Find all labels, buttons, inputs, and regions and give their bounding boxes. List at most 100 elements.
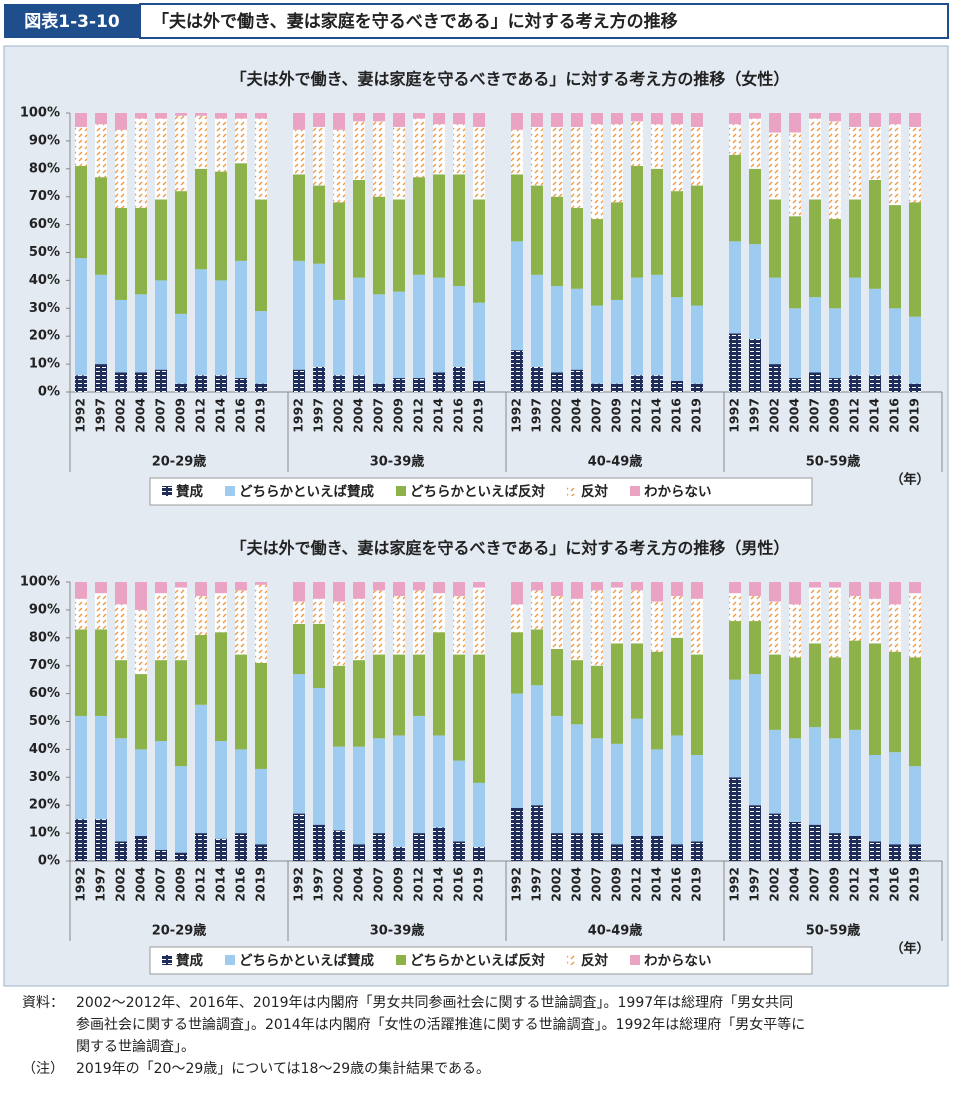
x-tick-label: 2019 [471, 867, 486, 902]
bar-segment [611, 202, 623, 300]
bar-segment [155, 593, 167, 661]
bar-segment [729, 124, 741, 155]
bar-segment [531, 590, 543, 630]
legend-swatch [630, 486, 640, 496]
bar-segment [571, 660, 583, 725]
bar-segment [651, 113, 663, 125]
bar-segment [353, 660, 365, 747]
group-label: 20-29歳 [152, 454, 207, 470]
bar-segment [393, 199, 405, 292]
bar-segment [135, 609, 147, 675]
y-tick-label: 80% [29, 630, 60, 645]
x-tick-label: 1997 [529, 867, 544, 902]
y-tick-label: 80% [29, 161, 60, 176]
x-tick-label: 2016 [451, 398, 466, 433]
bar-segment [235, 113, 247, 119]
legend-swatch [567, 955, 577, 965]
x-tick-label: 2016 [233, 867, 248, 902]
x-tick-label: 1997 [529, 398, 544, 433]
bar-segment [551, 595, 563, 649]
bar-segment [551, 833, 563, 861]
bar-segment [889, 844, 901, 861]
bar-segment [789, 113, 801, 133]
bar-segment [75, 629, 87, 716]
bar-segment [373, 654, 385, 739]
bar-segment [551, 113, 563, 127]
bar-segment [313, 623, 325, 689]
bar-segment [809, 372, 821, 392]
bar-segment [115, 372, 127, 392]
bar-segment [769, 601, 781, 655]
bar-segment [729, 582, 741, 594]
bar-segment [551, 285, 563, 373]
x-tick-label: 2014 [867, 398, 882, 433]
bar-segment [75, 166, 87, 259]
bar-segment [313, 824, 325, 861]
bar-segment [313, 113, 325, 127]
header-label-box [4, 4, 140, 38]
bar-segment [215, 118, 227, 172]
bar-segment [651, 601, 663, 652]
bar-segment [691, 841, 703, 861]
bar-segment [909, 844, 921, 861]
x-tick-label: 2012 [847, 398, 862, 433]
bar-segment [571, 833, 583, 861]
bar-segment [729, 777, 741, 861]
y-tick-label: 70% [29, 189, 60, 204]
x-tick-label: 1992 [73, 398, 88, 433]
bar-segment [849, 640, 861, 730]
bar-segment [95, 819, 107, 861]
bar-segment [175, 587, 187, 661]
bar-segment [789, 378, 801, 392]
bar-segment [531, 582, 543, 591]
bar-segment [729, 593, 741, 622]
bar-segment [155, 741, 167, 850]
bar-segment [393, 126, 405, 200]
x-tick-label: 2009 [391, 867, 406, 902]
bar-segment [135, 582, 147, 610]
legend-swatch [396, 486, 406, 496]
legend-label: どちらかといえば賛成 [239, 952, 374, 969]
bar-segment [531, 366, 543, 392]
x-tick-label: 2014 [213, 867, 228, 902]
x-tick-label: 2014 [213, 398, 228, 433]
bar-segment [235, 118, 247, 164]
bar-segment [115, 604, 127, 661]
bar-segment [473, 587, 485, 655]
x-tick-label: 1992 [291, 867, 306, 902]
bar-segment [293, 174, 305, 261]
bar-segment [511, 241, 523, 351]
bar-segment [789, 738, 801, 822]
x-tick-label: 2014 [867, 867, 882, 902]
bar-segment [829, 582, 841, 588]
y-tick-label: 90% [29, 602, 60, 617]
bar-segment [413, 715, 425, 834]
bar-segment [749, 674, 761, 806]
bar-segment [651, 651, 663, 750]
bar-segment [591, 590, 603, 666]
x-tick-label: 2009 [173, 398, 188, 433]
x-tick-label: 2007 [371, 867, 386, 902]
bar-segment [551, 715, 563, 834]
bar-segment [75, 819, 87, 861]
bar-segment [909, 316, 921, 384]
bar-segment [869, 179, 881, 289]
group-label: 40-49歳 [588, 923, 643, 939]
bar-segment [453, 113, 465, 125]
bar-segment [453, 174, 465, 286]
bar-segment [909, 202, 921, 317]
bar-segment [433, 632, 445, 736]
legend-label: どちらかといえば反対 [410, 952, 545, 969]
bar-segment [473, 302, 485, 381]
bar-segment [235, 654, 247, 750]
bar-segment [473, 126, 485, 200]
header-title-box [139, 3, 949, 39]
bar-segment [909, 593, 921, 658]
bar-segment [155, 199, 167, 281]
bar-segment [175, 660, 187, 767]
x-tick-label: 1992 [509, 398, 524, 433]
bar-segment [611, 383, 623, 392]
y-tick-label: 60% [29, 686, 60, 701]
bar-segment [175, 115, 187, 192]
legend-swatch [225, 486, 235, 496]
